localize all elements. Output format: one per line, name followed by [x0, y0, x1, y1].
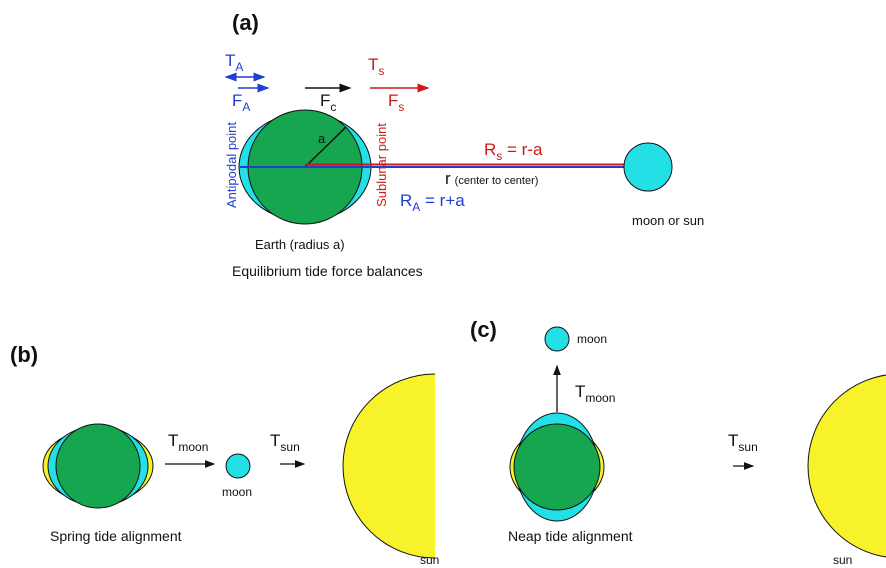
- panel-label: (c): [470, 317, 497, 342]
- panel-label: (b): [10, 342, 38, 367]
- label-r: r (center to center): [445, 169, 538, 188]
- rest: = r-a: [502, 140, 543, 159]
- sub: s: [378, 64, 384, 78]
- label-fa: FA: [232, 91, 250, 114]
- sub: moon: [178, 440, 208, 454]
- sub: A: [412, 200, 420, 214]
- earth: [513, 423, 601, 511]
- label-fc: Fc: [320, 91, 336, 114]
- moon-label: moon: [222, 485, 252, 499]
- caption: Neap tide alignment: [508, 528, 633, 544]
- sun: [342, 373, 436, 559]
- sub: A: [235, 60, 243, 74]
- sub: sun: [738, 440, 757, 454]
- sub: sun: [280, 440, 299, 454]
- radius-label: a: [318, 131, 326, 146]
- moon: [225, 453, 251, 479]
- sun: [807, 374, 886, 558]
- label-tmoon: Tmoon: [168, 431, 208, 454]
- base: T: [168, 431, 178, 450]
- moon-or-sun: [623, 142, 673, 192]
- base: T: [575, 382, 585, 401]
- sub: s: [398, 100, 404, 114]
- label-tsun: Tsun: [270, 431, 300, 454]
- label-ra: RA = r+a: [400, 191, 465, 214]
- base: T: [728, 431, 738, 450]
- moon-label: moon: [577, 332, 607, 346]
- body-label: moon or sun: [632, 213, 704, 228]
- caption: Equilibrium tide force balances: [232, 263, 423, 279]
- sub: s: [496, 149, 502, 163]
- base: R: [400, 191, 412, 210]
- base: R: [484, 140, 496, 159]
- earth-label: Earth (radius a): [255, 237, 345, 252]
- label-ts: Ts: [368, 55, 384, 78]
- radius-line: [304, 126, 347, 168]
- base: r: [445, 169, 451, 188]
- base: T: [270, 431, 280, 450]
- label-ta: TA: [225, 51, 243, 74]
- moon: [544, 326, 570, 352]
- sun-label: sun: [420, 553, 439, 567]
- label-tmoon: Tmoon: [575, 382, 615, 405]
- base: T: [225, 51, 235, 70]
- base: T: [368, 55, 378, 74]
- antipodal-label: Antipodal point: [224, 122, 239, 208]
- sub: moon: [585, 391, 615, 405]
- base: F: [320, 91, 330, 110]
- rest: = r+a: [420, 191, 465, 210]
- sun-label: sun: [833, 553, 852, 567]
- label-tsun: Tsun: [728, 431, 758, 454]
- caption: Spring tide alignment: [50, 528, 182, 544]
- sub: A: [242, 100, 250, 114]
- earth: [55, 423, 141, 509]
- sub: c: [330, 100, 336, 114]
- sublunar-label: Sublunar point: [374, 123, 389, 207]
- panel-label: (a): [232, 10, 259, 35]
- base: F: [388, 91, 398, 110]
- note: (center to center): [455, 175, 539, 187]
- base: F: [232, 91, 242, 110]
- label-fs: Fs: [388, 91, 404, 114]
- label-rs: Rs = r-a: [484, 140, 543, 163]
